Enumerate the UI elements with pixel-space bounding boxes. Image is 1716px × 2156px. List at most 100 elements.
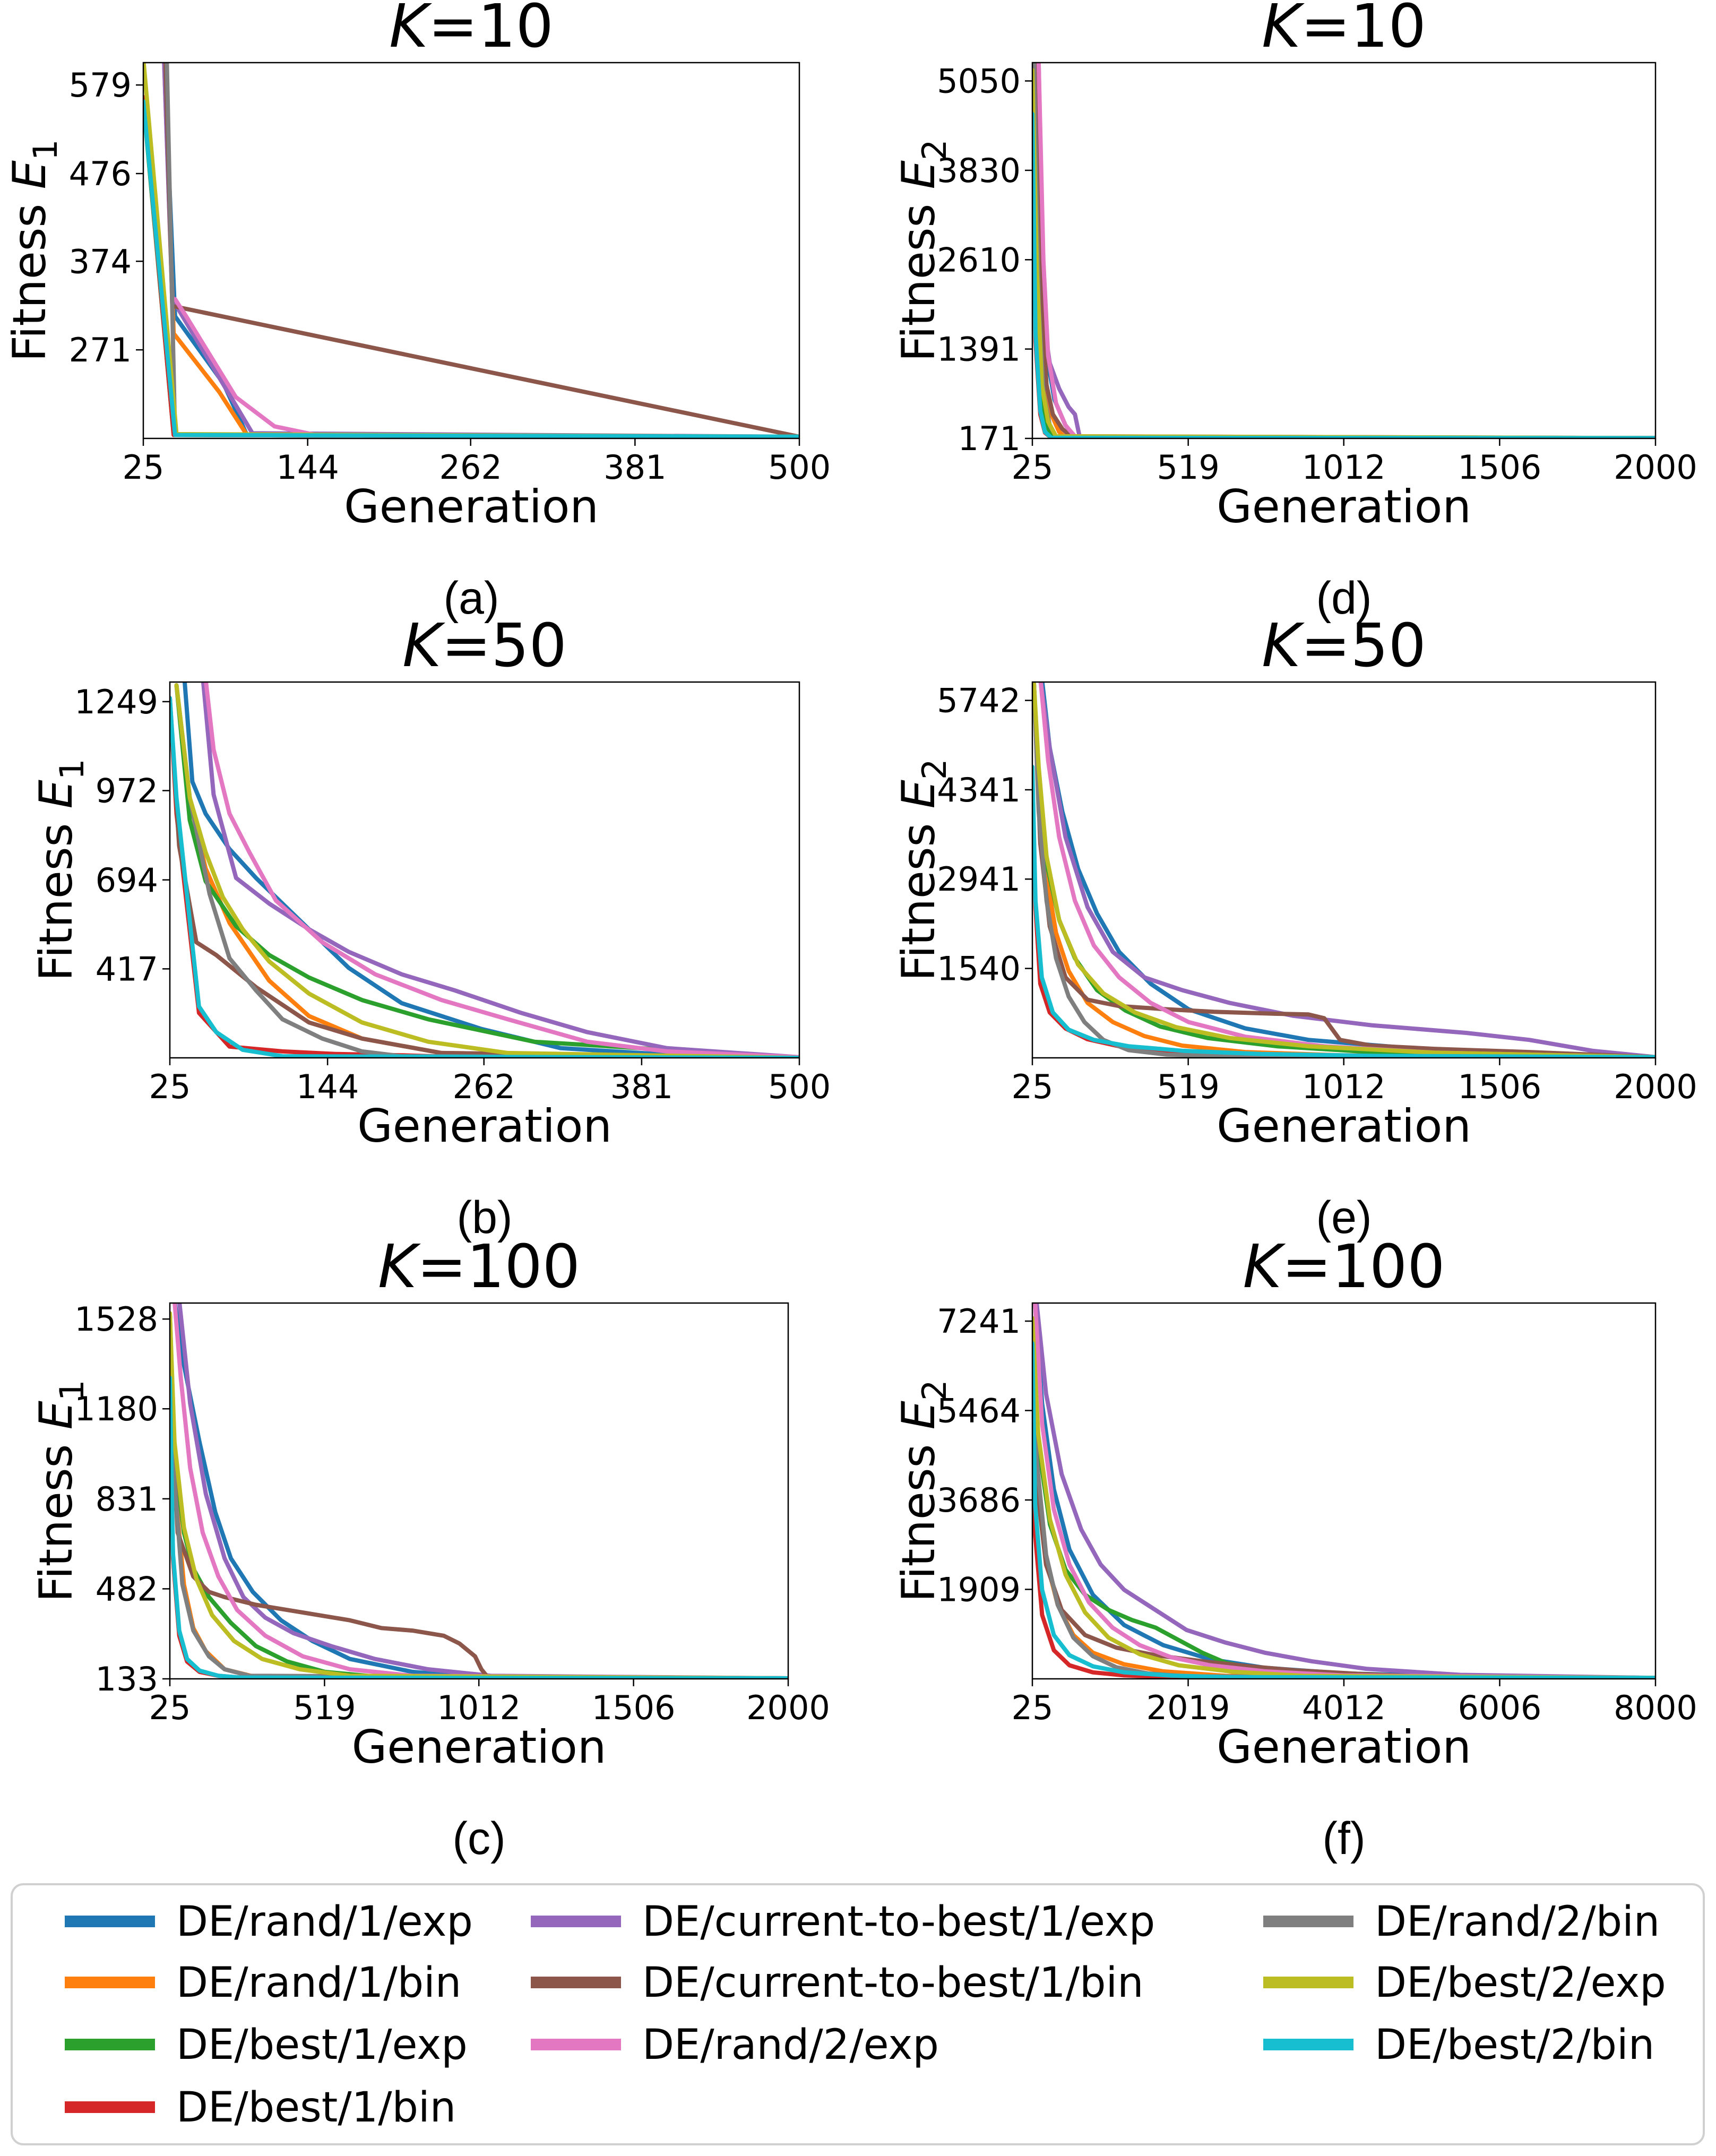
series-line-de-best-2-exp [174, 683, 799, 1058]
y-label-text: Fitness [892, 808, 945, 981]
y-axis-label: Fitness E1 [30, 1380, 91, 1602]
chart-title: K=50 [1262, 611, 1426, 680]
x-tick-label: 25 [1012, 448, 1054, 487]
panel-b: 25 144 262 381 500 417 694 972 1249 K=50 Generatio… [30, 611, 831, 1243]
y-tick-label: 5742 [937, 682, 1021, 720]
y-tick-label: 2941 [937, 860, 1021, 899]
panels: 25 144 262 381 500271374476579K=10Generation… [3, 0, 1697, 1864]
panel-caption: (e) [1316, 1192, 1372, 1243]
series-line-de-current-to-best-1-bin [1032, 682, 1655, 1058]
x-tick-label: 1506 [1458, 448, 1541, 487]
y-tick-label: 5464 [937, 1391, 1021, 1430]
y-tick-label: 271 [69, 331, 132, 369]
series-line-de-rand-2-exp [173, 1303, 788, 1679]
x-tick-label: 6006 [1458, 1688, 1542, 1727]
plot-area [1032, 682, 1655, 1058]
series-line-de-rand-2-exp [204, 682, 799, 1058]
series-line-de-current-to-best-1-exp [177, 1303, 788, 1679]
y-label-variable: E [30, 1400, 83, 1429]
x-tick-label: 519 [1157, 448, 1219, 487]
series-line-de-rand-2-bin [174, 683, 799, 1058]
panel-e: 25 519 1012 1506 2000 1540 2941 4341 5742 K=50 Gen… [892, 611, 1697, 1243]
x-tick-label: 519 [1157, 1067, 1219, 1106]
panel-caption: (f) [1322, 1813, 1365, 1864]
title-variable: K [1262, 0, 1305, 61]
series-line-de-best-2-exp [1032, 1316, 1655, 1679]
y-tick-label: 1249 [74, 683, 158, 721]
panel-caption: (d) [1316, 573, 1372, 624]
y-axis-label: Fitness E1 [30, 759, 91, 981]
title-value: =50 [1301, 611, 1426, 680]
x-tick-label: 2019 [1146, 1688, 1230, 1727]
title-value: =10 [428, 0, 554, 61]
panel-caption: (a) [443, 573, 499, 624]
x-tick-label: 1012 [437, 1688, 521, 1727]
plot-area [1032, 63, 1655, 438]
x-tick-label: 144 [296, 1067, 359, 1106]
y-label-subscript: 1 [26, 140, 65, 160]
y-label-text: Fitness [892, 189, 945, 361]
y-label-variable: E [30, 779, 83, 808]
y-label-subscript: 2 [915, 759, 954, 780]
x-tick-label: 25 [149, 1688, 191, 1727]
y-tick-label: 1909 [937, 1570, 1021, 1609]
y-tick-label: 3830 [937, 151, 1021, 190]
x-tick-label: 1506 [592, 1688, 676, 1727]
y-tick-label: 579 [69, 66, 132, 105]
y-tick-label: 171 [958, 419, 1021, 458]
title-variable: K [378, 1232, 421, 1301]
y-tick-label: 1540 [937, 950, 1021, 988]
series-line-de-best-2-bin [1032, 764, 1655, 1058]
series-line-de-current-to-best-1-exp [1038, 682, 1655, 1058]
x-tick-label: 4012 [1302, 1688, 1386, 1727]
y-label-text: Fitness [892, 1429, 945, 1602]
series-line-de-best-2-bin [170, 696, 799, 1058]
title-value: =50 [442, 611, 567, 680]
title-variable: K [1243, 1232, 1286, 1301]
series-line-de-best-2-exp [1032, 682, 1655, 1058]
y-label-text: Fitness [30, 808, 83, 981]
series-group [1032, 1303, 1655, 1679]
x-tick-label: 1012 [1302, 448, 1386, 487]
series-line-de-best-2-bin [143, 99, 799, 438]
y-label-text: Fitness [30, 1429, 83, 1602]
x-axis-label: Generation [344, 480, 599, 533]
y-tick-label: 3686 [937, 1481, 1021, 1520]
plot-area [143, 63, 799, 438]
legend-label: DE/rand/2/exp [642, 2021, 939, 2069]
x-tick-label: 25 [123, 448, 165, 487]
panel-a: 25 144 262 381 500 271 374 476 579 K=10 Generation… [3, 0, 831, 624]
chart-title: K=100 [1243, 1232, 1445, 1301]
legend-frame [11, 1883, 1705, 2145]
series-line-de-rand-2-bin [1032, 682, 1655, 1058]
x-tick-label: 2000 [1614, 1067, 1697, 1106]
y-label-text: Fitness [3, 189, 56, 361]
legend-label: DE/best/2/bin [1375, 2021, 1654, 2069]
x-tick-label: 144 [276, 448, 339, 487]
y-tick-label: 133 [96, 1660, 158, 1698]
x-tick-label: 381 [610, 1067, 673, 1106]
x-tick-label: 381 [603, 448, 666, 487]
x-tick-label: 1506 [1458, 1067, 1541, 1106]
y-label-variable: E [892, 160, 945, 189]
y-tick-label: 482 [96, 1569, 158, 1608]
y-label-variable: E [3, 160, 56, 189]
legend-label: DE/current-to-best/1/exp [642, 1898, 1155, 1946]
y-label-variable: E [892, 1400, 945, 1429]
x-tick-label: 25 [1012, 1688, 1054, 1727]
x-tick-label: 262 [439, 448, 502, 487]
x-tick-label: 500 [768, 1067, 831, 1106]
y-tick-label: 417 [96, 950, 158, 988]
legend-label: DE/best/1/bin [176, 2084, 456, 2132]
series-group [143, 63, 799, 438]
series-line-de-current-to-best-1-exp [1034, 1303, 1655, 1679]
panel-caption: (c) [452, 1813, 505, 1864]
y-label-variable: E [892, 779, 945, 808]
series-line-de-best-2-bin [170, 1375, 788, 1679]
panel-d: 25 519 1012 1506 2000 171 1391 2610 3830 5050 K=10… [892, 0, 1697, 624]
y-tick-label: 694 [96, 861, 158, 900]
y-label-subscript: 1 [53, 759, 91, 780]
title-value: =10 [1301, 0, 1426, 61]
legend-label: DE/rand/2/bin [1375, 1898, 1660, 1946]
